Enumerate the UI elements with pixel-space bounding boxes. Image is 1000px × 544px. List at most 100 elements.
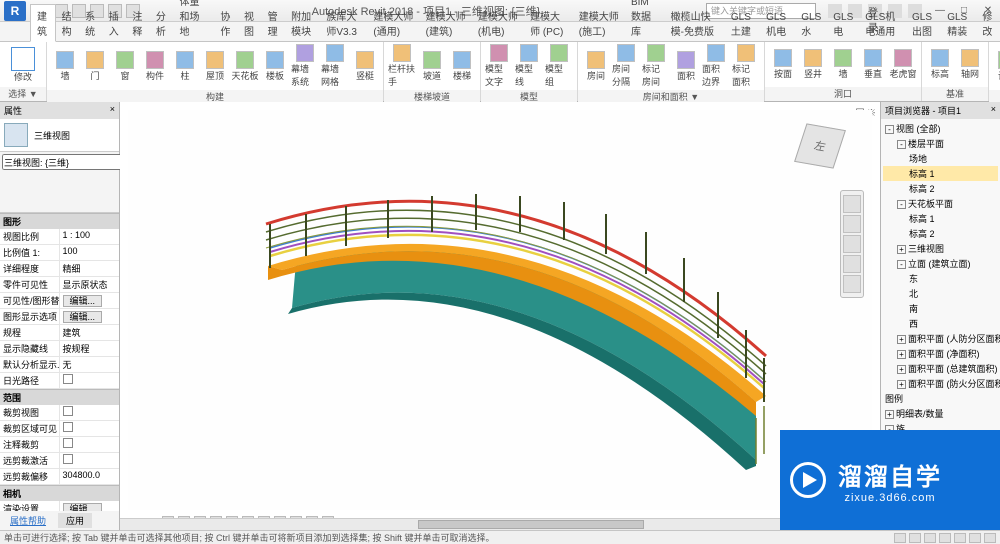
ribbon-btn[interactable]: 窗 bbox=[111, 51, 139, 82]
tree-node[interactable]: +三维视图 bbox=[883, 241, 998, 256]
tab-1[interactable]: 结构 bbox=[56, 5, 80, 41]
tab-11[interactable]: 族库大师V3.3 bbox=[320, 5, 367, 41]
tree-node[interactable]: -视图 (全部) bbox=[883, 121, 998, 136]
status-icon[interactable] bbox=[894, 533, 906, 543]
prop-row[interactable]: 视图比例1 : 100 bbox=[0, 229, 119, 245]
ribbon-btn[interactable]: 房间 bbox=[582, 51, 610, 82]
tab-5[interactable]: 分析 bbox=[150, 5, 174, 41]
tab-26[interactable]: 修改 bbox=[976, 5, 1000, 41]
tab-0[interactable]: 建筑 bbox=[30, 4, 56, 42]
ribbon-btn[interactable]: 屋顶 bbox=[201, 51, 229, 82]
nav-more-icon[interactable] bbox=[843, 275, 861, 293]
ribbon-btn[interactable]: 构件 bbox=[141, 51, 169, 82]
tab-23[interactable]: GLS机电通用 bbox=[859, 5, 906, 41]
ribbon-btn[interactable]: 模型 线 bbox=[515, 44, 543, 88]
prop-row[interactable]: 显示隐藏线按规程 bbox=[0, 341, 119, 357]
prop-row[interactable]: 规程建筑 bbox=[0, 325, 119, 341]
tree-node[interactable]: 标高 1 bbox=[883, 211, 998, 226]
status-icon[interactable] bbox=[939, 533, 951, 543]
ribbon-btn[interactable]: 栏杆扶手 bbox=[388, 44, 416, 88]
status-icon[interactable] bbox=[954, 533, 966, 543]
tree-node[interactable]: +明细表/数量 bbox=[883, 406, 998, 421]
ribbon-btn[interactable]: 幕墙 网格 bbox=[321, 44, 349, 88]
tree-node[interactable]: 标高 2 bbox=[883, 226, 998, 241]
ribbon-btn[interactable]: 墙 bbox=[829, 49, 857, 80]
tab-3[interactable]: 插入 bbox=[103, 5, 127, 41]
tab-14[interactable]: 建模大师 (机电) bbox=[472, 5, 524, 41]
tab-24[interactable]: GLS出图 bbox=[906, 9, 941, 41]
ribbon-btn[interactable]: 竖梃 bbox=[351, 51, 379, 82]
status-icon[interactable] bbox=[969, 533, 981, 543]
tab-17[interactable]: BIM数据库 bbox=[625, 0, 665, 41]
tab-4[interactable]: 注释 bbox=[126, 5, 150, 41]
tab-20[interactable]: GLS机电 bbox=[760, 9, 795, 41]
prop-row[interactable]: 可见性/图形替换编辑... bbox=[0, 293, 119, 309]
viewport[interactable]: 左 bbox=[128, 110, 872, 510]
tree-node[interactable]: +面积平面 (人防分区面积) bbox=[883, 331, 998, 346]
ribbon-btn[interactable]: 竖井 bbox=[799, 49, 827, 80]
tab-15[interactable]: 建模大师 (PC) bbox=[524, 5, 573, 41]
browser-close-icon[interactable]: × bbox=[991, 104, 996, 117]
ribbon-btn[interactable]: 天花板 bbox=[231, 51, 259, 82]
properties-help-link[interactable]: 属性帮助 bbox=[2, 513, 54, 528]
ribbon-btn[interactable]: 房间 分隔 bbox=[612, 44, 640, 88]
prop-row[interactable]: 零件可见性显示原状态 bbox=[0, 277, 119, 293]
tree-node[interactable]: 南 bbox=[883, 301, 998, 316]
tree-node[interactable]: +面积平面 (总建筑面积) bbox=[883, 361, 998, 376]
tab-2[interactable]: 系统 bbox=[79, 5, 103, 41]
tab-12[interactable]: 建模大师 (通用) bbox=[367, 5, 419, 41]
navigation-bar[interactable] bbox=[840, 190, 864, 298]
ribbon-btn[interactable]: 垂直 bbox=[859, 49, 887, 80]
app-logo[interactable]: R bbox=[4, 1, 26, 21]
tab-18[interactable]: 橄榄山快模-免费版 bbox=[665, 5, 725, 41]
tree-node[interactable]: 北 bbox=[883, 286, 998, 301]
prop-row[interactable]: 裁剪区域可见 bbox=[0, 421, 119, 437]
tab-10[interactable]: 附加模块 bbox=[285, 5, 320, 41]
ribbon-btn[interactable]: 面积 bbox=[672, 51, 700, 82]
prop-row[interactable]: 详细程度精细 bbox=[0, 261, 119, 277]
prop-row[interactable]: 渲染设置编辑... bbox=[0, 501, 119, 511]
tab-22[interactable]: GLS电 bbox=[827, 9, 859, 41]
tab-6[interactable]: 体量和场地 bbox=[173, 0, 214, 41]
ribbon-btn[interactable]: 楼梯 bbox=[448, 51, 476, 82]
nav-home-icon[interactable] bbox=[843, 195, 861, 213]
prop-row[interactable]: 默认分析显示...无 bbox=[0, 357, 119, 373]
apply-button[interactable]: 应用 bbox=[58, 513, 92, 528]
tree-node[interactable]: -天花板平面 bbox=[883, 196, 998, 211]
play-icon[interactable] bbox=[790, 462, 826, 498]
tree-node[interactable]: 标高 2 bbox=[883, 181, 998, 196]
ribbon-btn[interactable]: 修改 bbox=[4, 47, 42, 82]
status-icon[interactable] bbox=[909, 533, 921, 543]
nav-pan-icon[interactable] bbox=[843, 215, 861, 233]
prop-row[interactable]: 远剪裁激活 bbox=[0, 453, 119, 469]
horizontal-scrollbar[interactable] bbox=[120, 518, 866, 530]
prop-row[interactable]: 比例值 1:100 bbox=[0, 245, 119, 261]
prop-row[interactable]: 日光路径 bbox=[0, 373, 119, 389]
tree-node[interactable]: -楼层平面 bbox=[883, 136, 998, 151]
tab-7[interactable]: 协作 bbox=[214, 5, 238, 41]
ribbon-btn[interactable]: 设置 bbox=[993, 51, 1000, 82]
ribbon-btn[interactable]: 标高 bbox=[926, 49, 954, 80]
canvas[interactable]: 一 回 ※ bbox=[120, 102, 880, 530]
viewcube[interactable]: 左 bbox=[794, 120, 848, 174]
tab-25[interactable]: GLS精装 bbox=[941, 9, 976, 41]
status-icon[interactable] bbox=[984, 533, 996, 543]
props-close-icon[interactable]: × bbox=[110, 104, 115, 117]
prop-row[interactable]: 图形显示选项编辑... bbox=[0, 309, 119, 325]
tab-9[interactable]: 管理 bbox=[262, 5, 286, 41]
nav-orbit-icon[interactable] bbox=[843, 255, 861, 273]
ribbon-btn[interactable]: 幕墙 系统 bbox=[291, 44, 319, 88]
tree-node[interactable]: 场地 bbox=[883, 151, 998, 166]
tab-13[interactable]: 建模大师 (建筑) bbox=[420, 5, 472, 41]
prop-row[interactable]: 裁剪视图 bbox=[0, 405, 119, 421]
ribbon-btn[interactable]: 柱 bbox=[171, 51, 199, 82]
ribbon-btn[interactable]: 模型 文字 bbox=[485, 44, 513, 88]
tree-node[interactable]: 标高 1 bbox=[883, 166, 998, 181]
ribbon-btn[interactable]: 轴网 bbox=[956, 49, 984, 80]
tree-node[interactable]: +面积平面 (防火分区面积) bbox=[883, 376, 998, 391]
nav-zoom-icon[interactable] bbox=[843, 235, 861, 253]
tree-node[interactable]: -立面 (建筑立面) bbox=[883, 256, 998, 271]
ribbon-btn[interactable]: 楼板 bbox=[261, 51, 289, 82]
tab-21[interactable]: GLS水 bbox=[795, 9, 827, 41]
ribbon-btn[interactable]: 模型 组 bbox=[545, 44, 573, 88]
